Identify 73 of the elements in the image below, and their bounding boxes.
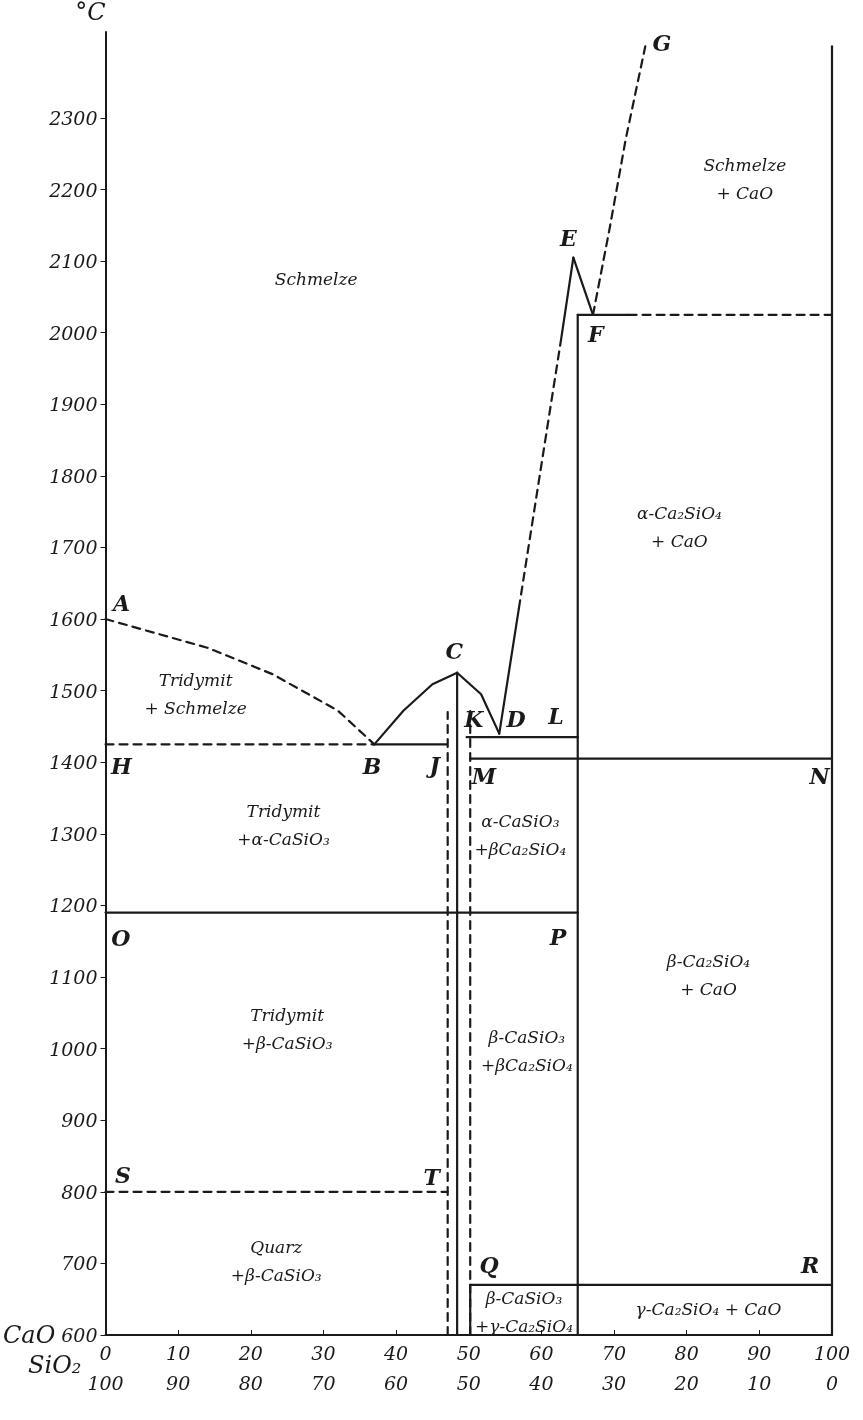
annotation: Q: [479, 1251, 499, 1278]
x-tick-label: 50: [456, 1341, 481, 1364]
y-tick-label: 900: [61, 1109, 98, 1132]
y-tick-label: 2000: [48, 321, 98, 344]
annotation: O: [111, 925, 131, 952]
annotation: M: [470, 762, 497, 789]
x-tick-label: 60: [529, 1341, 554, 1364]
y-tick-label: 600: [61, 1324, 98, 1346]
annotation: L: [547, 703, 564, 730]
annotation: H: [110, 752, 134, 779]
annotation: Schmelze + CaO: [703, 154, 787, 203]
y-tick-label: 1700: [49, 536, 98, 559]
y-tick-label: 1500: [49, 679, 98, 702]
annotation: F: [587, 321, 606, 348]
y-tick-label: 1200: [49, 894, 98, 917]
x2-tick-label: 50: [456, 1371, 481, 1394]
y-axis-title: °C: [75, 0, 106, 26]
x2-tick-label: 30: [601, 1371, 627, 1394]
y-tick-label: 2100: [48, 250, 98, 273]
x2-tick-label: 80: [238, 1371, 263, 1394]
y-tick-label: 1900: [49, 393, 98, 416]
annotation: R: [800, 1251, 820, 1278]
annotation: J: [425, 752, 442, 779]
y-tick-label: 800: [61, 1180, 98, 1203]
y-tick-label: 1600: [49, 608, 98, 631]
x-tick-label: 20: [237, 1341, 263, 1364]
annotation: Quarz +β-CaSiO₃: [230, 1237, 322, 1286]
x-axis-title: CaO: [2, 1321, 56, 1349]
y-tick-label: 1800: [49, 464, 98, 487]
x-tick-label: 40: [383, 1341, 409, 1364]
x2-tick-label: 100: [87, 1371, 124, 1394]
x2-tick-label: 40: [528, 1371, 554, 1394]
annotation: B: [361, 752, 382, 779]
x-tick-label: 80: [674, 1341, 699, 1364]
x-tick-label: 10: [166, 1341, 191, 1364]
x2-tick-label: 60: [384, 1371, 409, 1394]
x2-tick-label: 20: [673, 1371, 699, 1394]
y-tick-label: 1300: [49, 822, 98, 845]
y-tick-label: 2200: [48, 178, 98, 201]
y-tick-label: 1100: [49, 966, 98, 989]
annotation: P: [548, 923, 568, 950]
annotation: Tridymit + Schmelze: [144, 670, 247, 719]
y-tick-label: 2300: [48, 106, 98, 129]
annotation: Schmelze: [274, 269, 358, 289]
x-tick-label: 30: [311, 1341, 336, 1364]
y-tick-label: 1000: [49, 1037, 98, 1060]
x-tick-label: 0: [99, 1341, 112, 1364]
annotation: D: [505, 705, 526, 732]
annotation: G: [652, 29, 672, 56]
annotation: α-CaSiO₃ +βCa₂SiO₄: [474, 810, 567, 859]
x-tick-label: 70: [601, 1341, 627, 1364]
x-tick-label: 100: [813, 1341, 851, 1364]
annotation: β-CaSiO₃ +γ-Ca₂SiO₄: [474, 1288, 574, 1337]
annotation: β-Ca₂SiO₄ + CaO: [665, 950, 751, 999]
annotation: E: [558, 225, 578, 252]
x2-tick-label: 10: [747, 1371, 772, 1394]
x-tick-label: 90: [747, 1341, 772, 1364]
annotation: S: [115, 1162, 131, 1189]
annotation: N: [808, 762, 831, 789]
annotation: Tridymit +β-CaSiO₃: [241, 1004, 333, 1053]
annotation: Tridymit +α-CaSiO₃: [237, 800, 330, 849]
x2-tick-label: 70: [311, 1371, 336, 1394]
annotation: T: [423, 1163, 442, 1190]
annotation: β-CaSiO₃ +βCa₂SiO₄: [480, 1027, 573, 1076]
y-tick-label: 1400: [49, 751, 98, 774]
annotation: C: [445, 638, 464, 665]
annotation: α-Ca₂SiO₄ + CaO: [636, 502, 723, 551]
y-tick-label: 700: [61, 1252, 98, 1275]
annotation: γ-Ca₂SiO₄ + CaO: [635, 1299, 782, 1320]
annotation: A: [110, 589, 131, 616]
x2-axis-title: SiO₂: [28, 1351, 82, 1379]
x2-tick-label: 90: [166, 1371, 191, 1394]
x2-tick-label: 0: [825, 1371, 839, 1394]
